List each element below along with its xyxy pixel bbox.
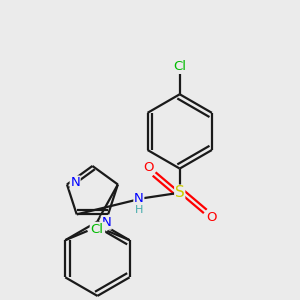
Text: O: O [143, 161, 153, 174]
Text: H: H [135, 205, 143, 215]
Text: Cl: Cl [92, 223, 104, 236]
Text: S: S [175, 185, 184, 200]
Text: N: N [134, 192, 144, 205]
Text: N: N [101, 216, 111, 229]
Text: O: O [206, 211, 217, 224]
Text: Cl: Cl [173, 60, 186, 73]
Text: N: N [70, 176, 80, 189]
Text: Cl: Cl [90, 223, 103, 236]
